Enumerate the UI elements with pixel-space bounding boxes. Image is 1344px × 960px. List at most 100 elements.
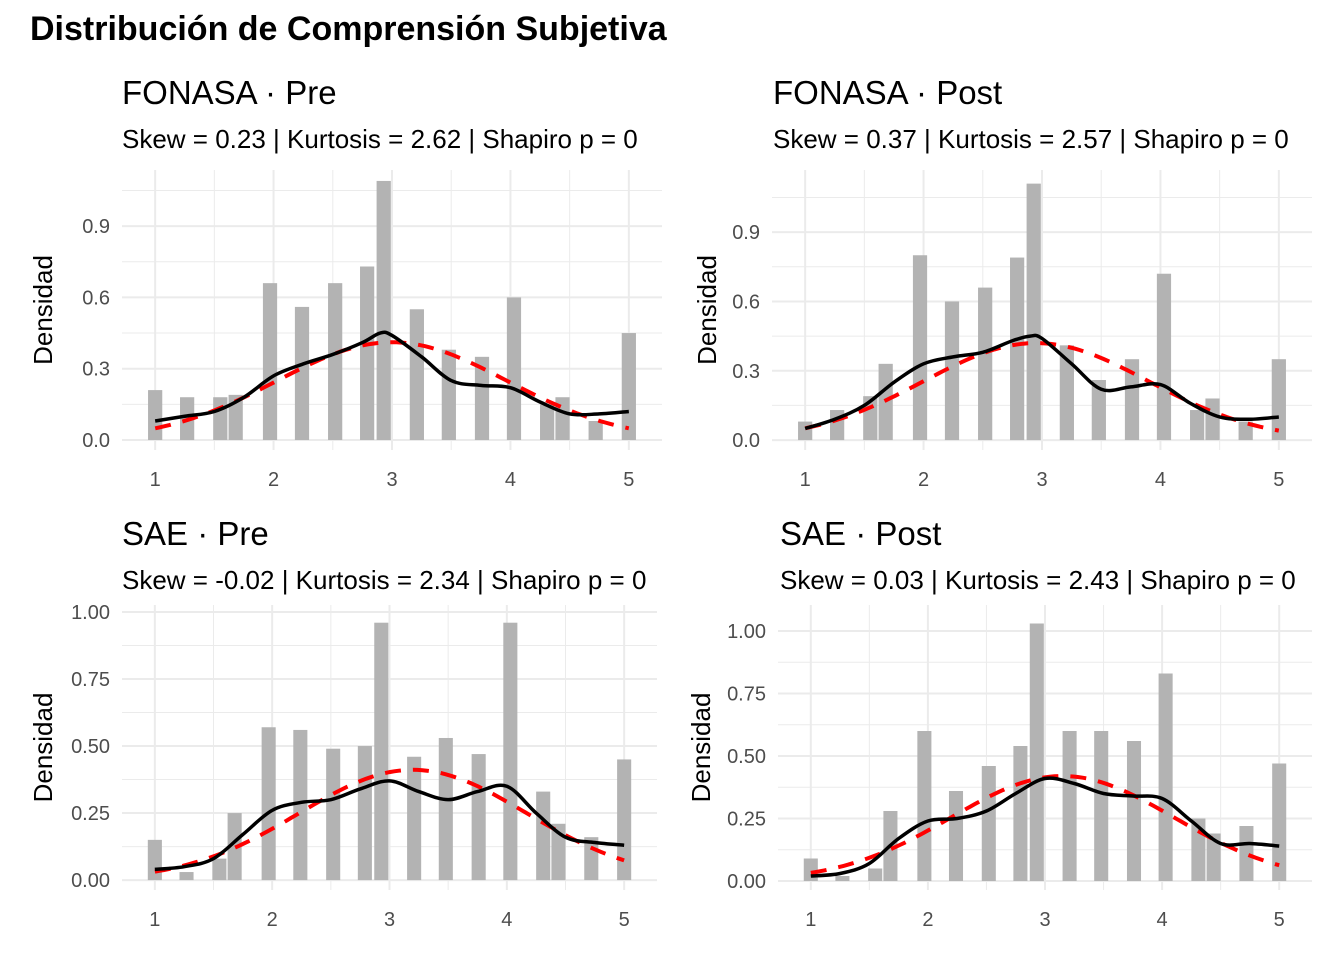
- panel-0: 1 2 3 4 5 0.0 0.3 0.6 0.9 Densidad: [28, 170, 662, 491]
- histogram-bar: [944, 301, 960, 441]
- y-tick-label: 0.75: [727, 684, 766, 706]
- panel-2: 1 2 3 4 5 0.00 0.25 0.50 0.75 1.00 Densidad: [28, 602, 657, 931]
- histogram-bar: [376, 180, 391, 441]
- normal-fit-curve: [154, 340, 630, 431]
- histogram-bar: [1062, 731, 1077, 881]
- histogram-bar: [147, 839, 162, 881]
- y-tick-label: 0.25: [727, 809, 766, 831]
- x-tick-label: 2: [267, 909, 278, 931]
- x-tick-label: 1: [800, 469, 811, 491]
- x-tick-label: 2: [918, 469, 929, 491]
- panel-title-fonasa-pre: FONASA · Pre: [122, 74, 337, 111]
- histogram-bar: [409, 309, 424, 441]
- histogram-bar: [1010, 257, 1025, 441]
- x-tick-label: 3: [384, 909, 395, 931]
- histogram-bar: [262, 283, 278, 441]
- histogram-bar: [1271, 359, 1286, 441]
- histogram-bar: [471, 754, 486, 881]
- histogram-bar: [912, 255, 928, 441]
- y-tick-label: 0.6: [732, 291, 760, 313]
- histogram-bar: [148, 390, 163, 441]
- histogram-bar: [803, 858, 818, 881]
- x-tick-label: 5: [619, 909, 630, 931]
- kde-curve: [804, 333, 1279, 431]
- histogram-bar: [1126, 741, 1142, 881]
- y-tick-label: 0.3: [732, 361, 760, 383]
- kde-curve: [154, 779, 625, 872]
- histogram-bar: [1206, 833, 1221, 881]
- histogram-bar: [536, 791, 551, 881]
- histogram-bar: [1156, 273, 1172, 441]
- y-axis-label: Densidad: [692, 255, 722, 365]
- histogram-bar: [328, 283, 343, 441]
- histogram-bar: [1272, 763, 1287, 881]
- histogram-bar: [621, 333, 636, 441]
- histogram-bar: [438, 737, 453, 881]
- histogram-bar: [1059, 345, 1074, 441]
- histogram-bar: [551, 823, 566, 881]
- histogram-bar: [294, 306, 310, 441]
- figure-title: Distribución de Comprensión Subjetiva: [30, 10, 667, 48]
- x-tick-label: 3: [1039, 909, 1050, 931]
- y-tick-label: 0.9: [82, 216, 110, 238]
- x-tick-label: 1: [805, 909, 816, 931]
- histogram-bar: [179, 872, 194, 881]
- histogram-bar: [1238, 421, 1253, 441]
- histogram-bar: [1091, 380, 1106, 441]
- histogram-bar: [227, 813, 242, 881]
- x-tick-label: 2: [268, 469, 279, 491]
- histogram-bar: [503, 622, 518, 881]
- panel-subtitle-sae-pre: Skew = -0.02 | Kurtosis = 2.34 | Shapiro…: [122, 565, 647, 595]
- x-tick-label: 1: [150, 469, 161, 491]
- histogram-bar: [1094, 731, 1109, 881]
- y-tick-label: 0.3: [82, 359, 110, 381]
- panel-3: 1 2 3 4 5 0.00 0.25 0.50 0.75 1.00 Densidad: [686, 605, 1312, 931]
- y-tick-label: 0.00: [727, 871, 766, 893]
- y-tick-label: 0.50: [71, 736, 110, 758]
- histogram-bar: [1158, 673, 1173, 881]
- y-tick-label: 0.0: [82, 430, 110, 452]
- x-tick-label: 4: [1155, 469, 1166, 491]
- panel-title-sae-pre: SAE · Pre: [122, 515, 269, 552]
- panel-title-sae-post: SAE · Post: [780, 515, 942, 552]
- histogram-bar: [948, 791, 964, 881]
- panel-subtitle-fonasa-post: Skew = 0.37 | Kurtosis = 2.57 | Shapiro …: [773, 124, 1289, 154]
- histogram-bar: [212, 858, 227, 881]
- y-tick-label: 0.0: [732, 430, 760, 452]
- x-tick-label: 3: [1036, 469, 1047, 491]
- y-tick-label: 0.00: [71, 870, 110, 892]
- y-tick-label: 0.25: [71, 803, 110, 825]
- histogram-bar: [981, 766, 996, 881]
- histogram-bar: [588, 421, 603, 441]
- y-tick-label: 1.00: [727, 621, 766, 643]
- histogram-bar: [474, 356, 490, 441]
- panel-title-fonasa-post: FONASA · Post: [773, 74, 1003, 111]
- kde-curve: [810, 776, 1280, 878]
- y-tick-label: 0.9: [732, 222, 760, 244]
- x-tick-label: 4: [1157, 909, 1168, 931]
- histogram-bar: [326, 748, 341, 881]
- y-tick-label: 0.75: [71, 669, 110, 691]
- histogram-bar: [360, 266, 375, 441]
- x-tick-label: 1: [149, 909, 160, 931]
- x-tick-label: 5: [1273, 469, 1284, 491]
- y-tick-label: 0.6: [82, 287, 110, 309]
- kde-curve: [154, 330, 629, 423]
- histogram-bar: [407, 756, 422, 881]
- histogram-bar: [293, 729, 308, 881]
- histogram-bar: [1026, 183, 1041, 441]
- y-tick-label: 1.00: [71, 602, 110, 624]
- histogram-bar: [228, 394, 243, 441]
- histogram-bar: [540, 404, 555, 441]
- x-tick-label: 4: [501, 909, 512, 931]
- y-axis-label: Densidad: [28, 255, 58, 365]
- histogram-bar: [617, 759, 632, 881]
- histogram-bar: [835, 876, 850, 881]
- histogram-bar: [506, 297, 522, 441]
- histogram-bar: [1205, 398, 1220, 441]
- x-tick-label: 4: [505, 469, 516, 491]
- histogram-bar: [978, 287, 993, 441]
- histogram-bar: [1239, 826, 1254, 881]
- y-tick-label: 0.50: [727, 746, 766, 768]
